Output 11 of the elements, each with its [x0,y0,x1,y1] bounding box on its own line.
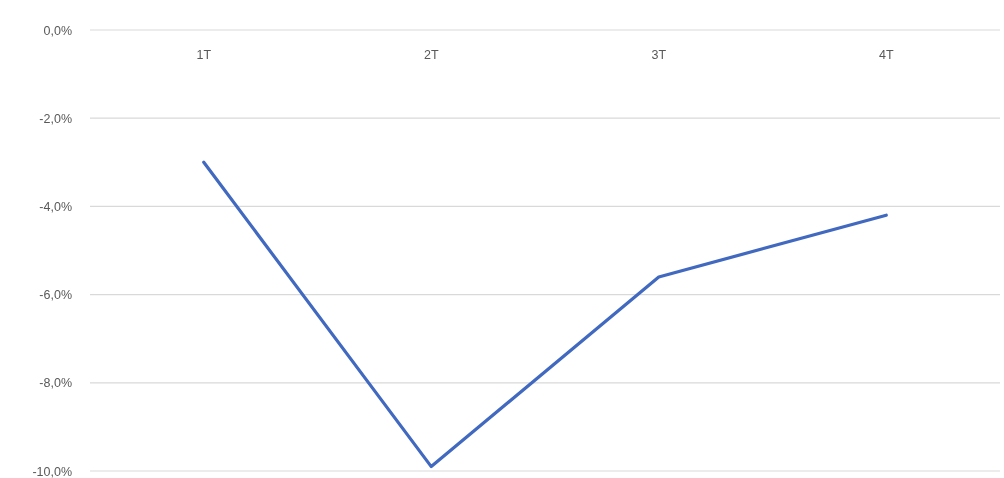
x-tick-label: 1T [196,47,212,62]
y-tick-label: -2,0% [39,111,72,126]
x-tick-label: 2T [423,47,439,62]
x-tick-label: 4T [878,47,894,62]
y-tick-label: -6,0% [39,288,72,303]
y-tick-label: -4,0% [39,199,72,214]
line-series [202,160,888,469]
x-tick-label: 3T [651,47,667,62]
y-tick-label: -8,0% [39,376,72,391]
y-tick-label: -10,0% [32,464,72,478]
y-tick-label: 0,0% [43,23,72,38]
